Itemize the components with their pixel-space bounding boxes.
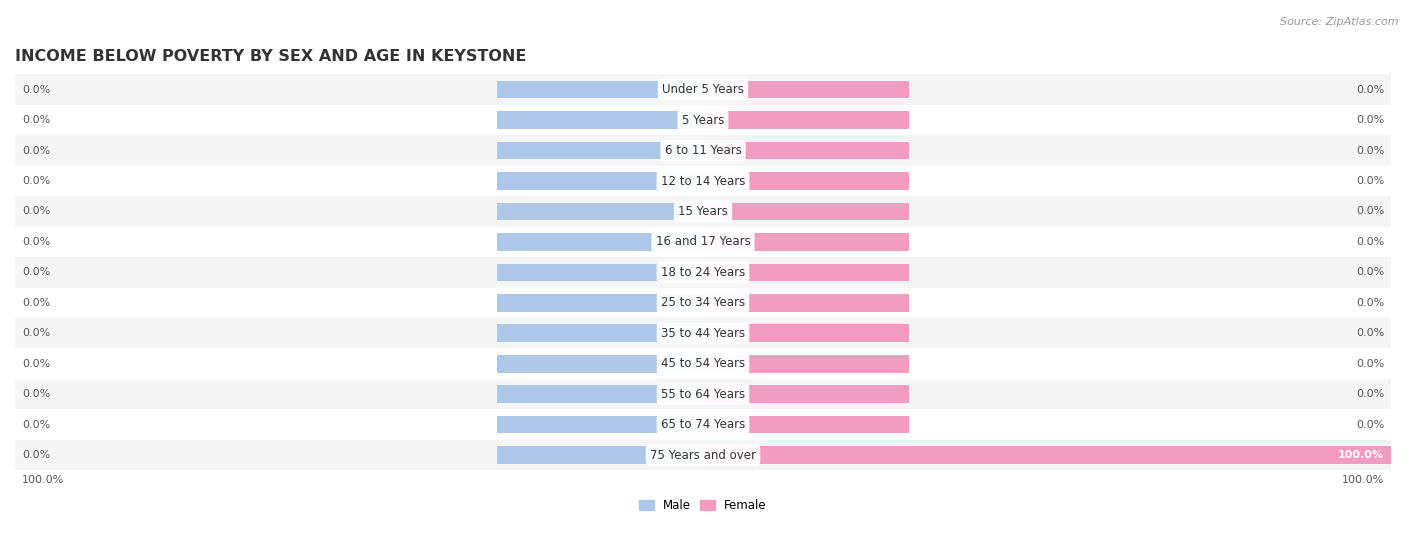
Bar [15, 409, 1391, 440]
Bar [703, 263, 910, 281]
Text: 35 to 44 Years: 35 to 44 Years [661, 327, 745, 340]
Bar [496, 202, 703, 220]
Text: 0.0%: 0.0% [22, 389, 51, 399]
Bar [496, 233, 703, 251]
Bar [703, 385, 910, 403]
Bar [15, 227, 1391, 257]
Text: 0.0%: 0.0% [22, 450, 51, 460]
Text: 0.0%: 0.0% [1355, 420, 1384, 430]
Text: 25 to 34 Years: 25 to 34 Years [661, 296, 745, 309]
Text: 100.0%: 100.0% [22, 475, 65, 485]
Text: 0.0%: 0.0% [22, 420, 51, 430]
Text: 0.0%: 0.0% [1355, 176, 1384, 186]
Text: 0.0%: 0.0% [22, 237, 51, 247]
Legend: Male, Female: Male, Female [640, 499, 766, 512]
Bar [496, 142, 703, 159]
Text: 100.0%: 100.0% [1339, 450, 1384, 460]
Text: 0.0%: 0.0% [1355, 389, 1384, 399]
Bar [496, 111, 703, 129]
Bar [703, 324, 910, 342]
Bar [496, 263, 703, 281]
Text: Under 5 Years: Under 5 Years [662, 83, 744, 96]
Bar [496, 324, 703, 342]
Bar [703, 446, 1391, 464]
Text: 6 to 11 Years: 6 to 11 Years [665, 144, 741, 157]
Bar [703, 294, 910, 312]
Bar [15, 135, 1391, 166]
Text: 0.0%: 0.0% [1355, 145, 1384, 155]
Text: 65 to 74 Years: 65 to 74 Years [661, 418, 745, 431]
Text: 0.0%: 0.0% [22, 84, 51, 94]
Bar [703, 81, 910, 98]
Text: 0.0%: 0.0% [22, 298, 51, 308]
Bar [703, 202, 910, 220]
Text: Source: ZipAtlas.com: Source: ZipAtlas.com [1281, 17, 1399, 27]
Text: 45 to 54 Years: 45 to 54 Years [661, 357, 745, 370]
Text: 0.0%: 0.0% [22, 267, 51, 277]
Text: 0.0%: 0.0% [1355, 206, 1384, 216]
Bar [703, 172, 910, 190]
Text: 0.0%: 0.0% [1355, 115, 1384, 125]
Bar [15, 440, 1391, 470]
Bar [703, 355, 910, 372]
Bar [496, 294, 703, 312]
Text: 5 Years: 5 Years [682, 113, 724, 126]
Text: 0.0%: 0.0% [1355, 328, 1384, 338]
Bar [703, 446, 1391, 464]
Bar [15, 287, 1391, 318]
Text: 0.0%: 0.0% [22, 145, 51, 155]
Text: 0.0%: 0.0% [22, 115, 51, 125]
Bar [15, 166, 1391, 196]
Bar [15, 318, 1391, 348]
Text: 16 and 17 Years: 16 and 17 Years [655, 235, 751, 248]
Bar [496, 355, 703, 372]
Bar [496, 385, 703, 403]
Bar [15, 196, 1391, 227]
Text: INCOME BELOW POVERTY BY SEX AND AGE IN KEYSTONE: INCOME BELOW POVERTY BY SEX AND AGE IN K… [15, 49, 526, 64]
Text: 0.0%: 0.0% [22, 328, 51, 338]
Text: 75 Years and over: 75 Years and over [650, 448, 756, 462]
Bar [15, 348, 1391, 379]
Text: 100.0%: 100.0% [1341, 475, 1384, 485]
Text: 0.0%: 0.0% [1355, 359, 1384, 369]
Bar [703, 233, 910, 251]
Bar [496, 172, 703, 190]
Bar [15, 379, 1391, 409]
Text: 0.0%: 0.0% [1355, 84, 1384, 94]
Text: 55 to 64 Years: 55 to 64 Years [661, 388, 745, 401]
Text: 0.0%: 0.0% [22, 206, 51, 216]
Bar [15, 105, 1391, 135]
Text: 0.0%: 0.0% [1355, 237, 1384, 247]
Text: 12 to 14 Years: 12 to 14 Years [661, 174, 745, 187]
Bar [496, 81, 703, 98]
Bar [703, 142, 910, 159]
Bar [703, 111, 910, 129]
Text: 18 to 24 Years: 18 to 24 Years [661, 266, 745, 279]
Bar [496, 416, 703, 433]
Text: 0.0%: 0.0% [1355, 267, 1384, 277]
Bar [15, 74, 1391, 105]
Text: 0.0%: 0.0% [1355, 298, 1384, 308]
Text: 0.0%: 0.0% [22, 359, 51, 369]
Text: 0.0%: 0.0% [22, 176, 51, 186]
Bar [15, 257, 1391, 287]
Bar [496, 446, 703, 464]
Bar [703, 416, 910, 433]
Text: 15 Years: 15 Years [678, 205, 728, 218]
